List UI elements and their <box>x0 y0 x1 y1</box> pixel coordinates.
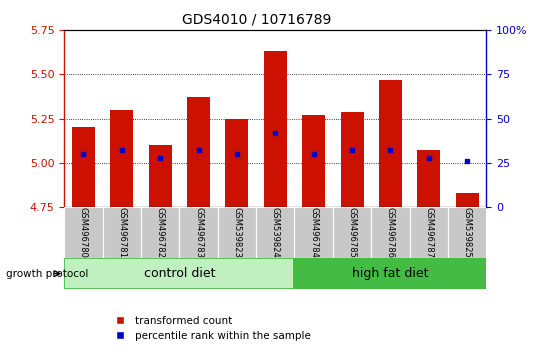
Bar <box>417 150 440 207</box>
Bar <box>295 207 333 258</box>
Bar <box>110 110 134 207</box>
Bar <box>295 258 486 289</box>
Bar <box>187 97 210 207</box>
Text: GDS4010 / 10716789: GDS4010 / 10716789 <box>182 12 332 27</box>
Text: GSM496785: GSM496785 <box>348 207 357 258</box>
Text: GSM496787: GSM496787 <box>424 207 433 258</box>
Text: GSM539824: GSM539824 <box>271 207 280 258</box>
Text: control diet: control diet <box>144 267 215 280</box>
Text: GSM496782: GSM496782 <box>156 207 165 258</box>
Text: GSM496780: GSM496780 <box>79 207 88 258</box>
Text: GSM496784: GSM496784 <box>309 207 318 258</box>
Bar <box>448 207 486 258</box>
Bar <box>371 207 410 258</box>
Bar <box>72 127 95 207</box>
Bar <box>333 207 371 258</box>
Bar <box>225 119 248 207</box>
Text: high fat diet: high fat diet <box>352 267 429 280</box>
Bar <box>103 207 141 258</box>
Bar <box>64 258 295 289</box>
Bar <box>379 80 402 207</box>
Bar <box>264 51 287 207</box>
Bar <box>340 112 363 207</box>
Text: GSM496786: GSM496786 <box>386 207 395 258</box>
Legend: transformed count, percentile rank within the sample: transformed count, percentile rank withi… <box>106 312 315 345</box>
Bar <box>141 207 179 258</box>
Text: GSM496783: GSM496783 <box>194 207 203 258</box>
Bar <box>64 207 103 258</box>
Text: growth protocol: growth protocol <box>6 269 88 279</box>
Bar <box>456 193 479 207</box>
Bar <box>256 207 295 258</box>
Bar <box>410 207 448 258</box>
Text: GSM539825: GSM539825 <box>463 207 472 258</box>
Text: GSM539823: GSM539823 <box>233 207 241 258</box>
Bar <box>302 115 325 207</box>
Bar <box>218 207 256 258</box>
Bar <box>179 207 218 258</box>
Text: GSM496781: GSM496781 <box>117 207 126 258</box>
Bar <box>149 145 172 207</box>
